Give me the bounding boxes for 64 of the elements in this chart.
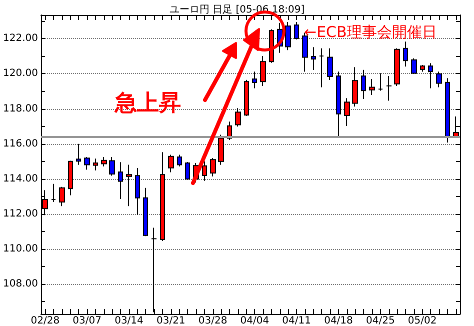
x-tick-label: 04/11 bbox=[282, 316, 311, 326]
x-tick-label: 03/28 bbox=[198, 316, 228, 326]
candlestick bbox=[126, 164, 132, 207]
candlestick bbox=[68, 160, 73, 196]
candlestick bbox=[252, 71, 257, 89]
x-tick-label: 03/21 bbox=[156, 316, 186, 326]
x-tick-label: 03/14 bbox=[114, 316, 144, 326]
candlestick bbox=[202, 160, 207, 182]
y-tick-label: 116.00 bbox=[2, 138, 38, 150]
candlestick bbox=[118, 162, 123, 200]
candlestick bbox=[394, 48, 400, 86]
x-tick-label: 04/25 bbox=[366, 316, 395, 326]
candlestick bbox=[378, 72, 383, 92]
candlestick bbox=[235, 108, 241, 128]
candlestick bbox=[420, 64, 425, 72]
y-tick-label: 108.00 bbox=[2, 278, 38, 290]
candlestick bbox=[101, 156, 107, 167]
candlestick bbox=[260, 56, 266, 86]
y-tick-label: 122.00 bbox=[2, 33, 38, 44]
x-tick-label: 03/07 bbox=[72, 316, 102, 326]
candlestick bbox=[218, 134, 224, 166]
candlestick bbox=[445, 78, 450, 143]
candlestick bbox=[76, 143, 81, 166]
candlestick bbox=[311, 46, 316, 70]
x-tick-label: 05/02 bbox=[408, 316, 437, 326]
candlestick bbox=[386, 76, 392, 102]
y-tick-label: 114.00 bbox=[2, 173, 38, 184]
annotation: ←ECB理事会開催日 bbox=[304, 23, 437, 42]
y-tick-label: 120.00 bbox=[2, 68, 38, 80]
x-tick-label: 04/18 bbox=[324, 316, 353, 326]
candlestick bbox=[93, 158, 98, 171]
candlestick bbox=[294, 22, 299, 40]
y-tick-label: 118.00 bbox=[2, 103, 38, 114]
candlestick bbox=[109, 156, 115, 176]
candlestick bbox=[352, 66, 358, 108]
y-tick-label: 112.00 bbox=[2, 208, 38, 220]
candlestick bbox=[160, 152, 165, 242]
candlestick bbox=[185, 161, 190, 180]
candlestick bbox=[361, 69, 366, 100]
candlestick bbox=[135, 168, 140, 216]
candlestick bbox=[151, 227, 157, 313]
candlestick bbox=[285, 22, 291, 51]
candlestick bbox=[403, 41, 408, 68]
candlestick bbox=[411, 58, 417, 74]
candlestick bbox=[59, 186, 65, 207]
candlestick bbox=[336, 71, 341, 138]
annotation: 急上昇 bbox=[115, 90, 181, 118]
candlestick bbox=[436, 71, 442, 88]
candlestick bbox=[84, 156, 90, 170]
x-tick-label: 04/04 bbox=[240, 316, 270, 326]
candlestick bbox=[210, 158, 216, 177]
candlestick bbox=[269, 28, 274, 64]
x-tick-label: 02/28 bbox=[30, 316, 60, 326]
candlestick bbox=[143, 187, 148, 237]
candlestick bbox=[51, 183, 56, 202]
candlestick bbox=[177, 154, 182, 167]
candlestick bbox=[244, 79, 249, 116]
candlestick bbox=[319, 48, 324, 88]
y-tick-label: 110.00 bbox=[2, 244, 38, 255]
candlestick bbox=[344, 98, 350, 126]
candlestick bbox=[168, 154, 174, 173]
candlestick bbox=[428, 62, 433, 89]
candlestick bbox=[369, 78, 375, 96]
candlestick bbox=[327, 48, 333, 80]
